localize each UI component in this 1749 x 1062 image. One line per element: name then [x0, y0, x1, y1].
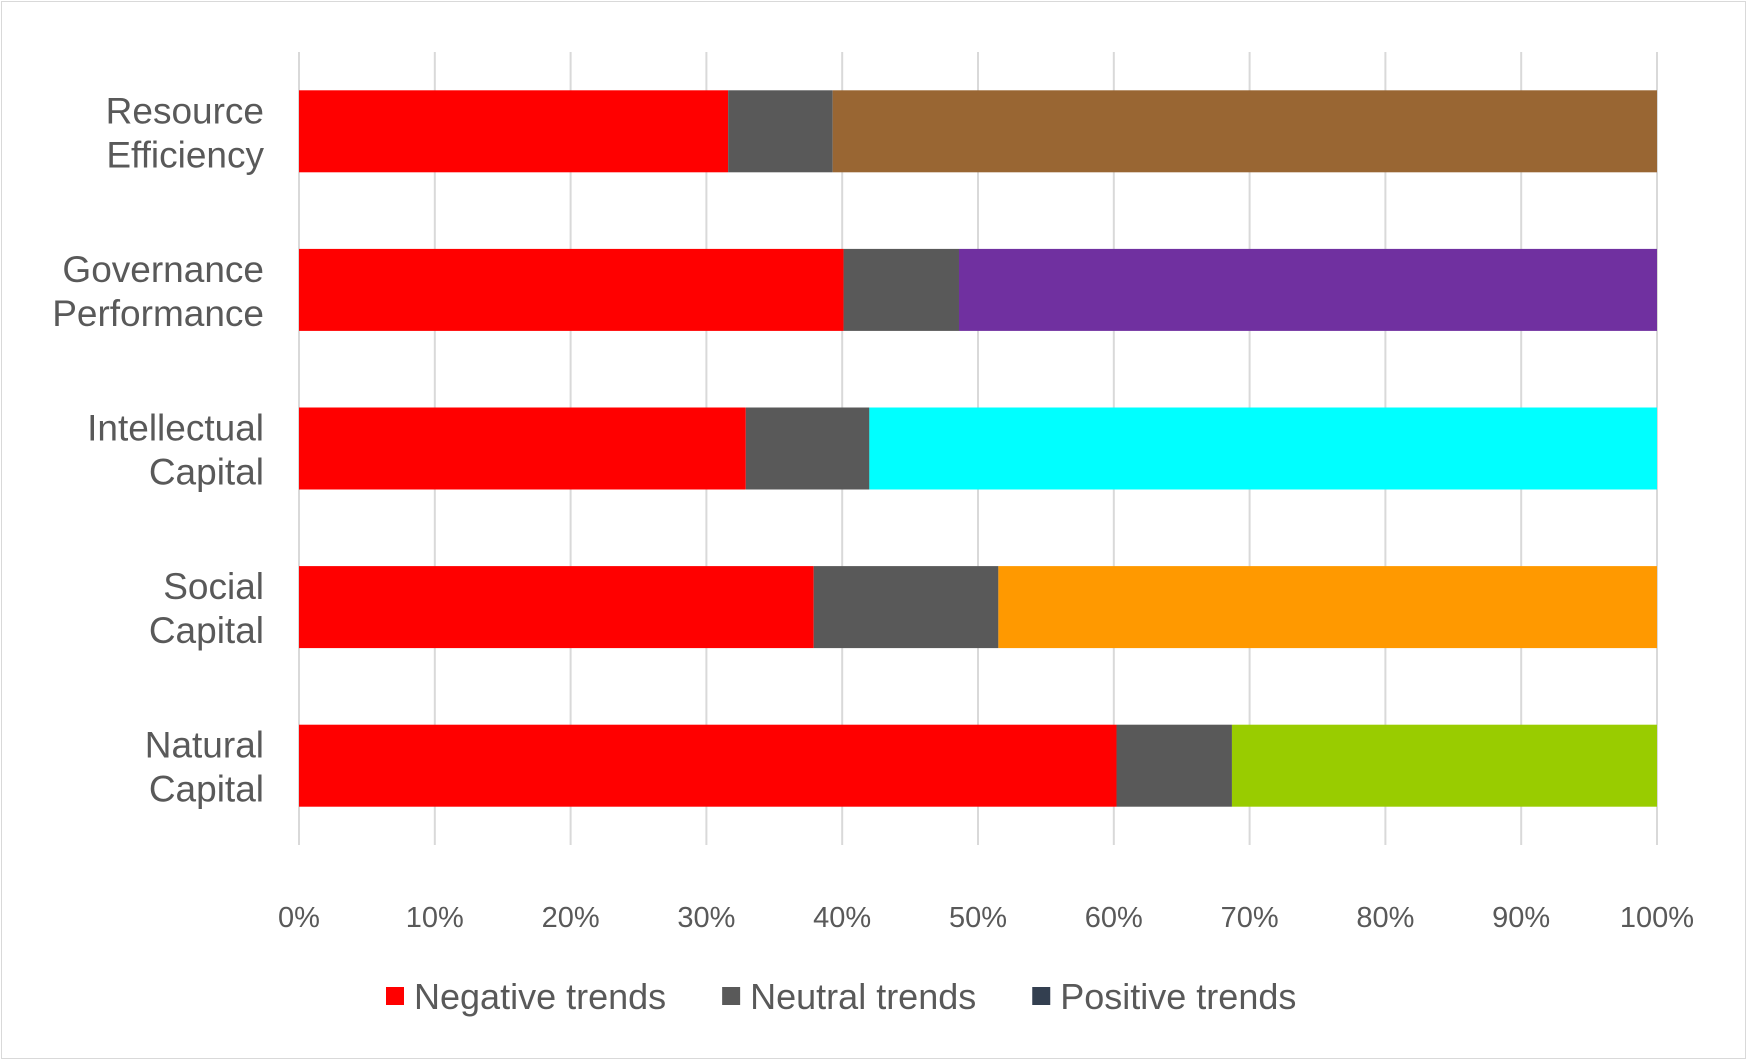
x-tick-label: 80% — [1356, 902, 1414, 934]
bar-segment-negative-trends — [299, 248, 844, 331]
legend-swatch — [1032, 987, 1051, 1005]
category-label: Governance — [62, 249, 264, 290]
category-label: Resource — [106, 90, 264, 131]
bar-segment-positive-trends — [832, 90, 1657, 173]
bar-segment-neutral-trends — [728, 90, 833, 173]
bar-segment-neutral-trends — [813, 566, 999, 649]
x-tick-label: 40% — [813, 902, 871, 934]
x-tick-label: 30% — [677, 902, 735, 934]
category-label: Social — [163, 566, 264, 607]
category-label: Capital — [149, 452, 264, 493]
x-tick-label: 0% — [278, 902, 320, 934]
category-label: Intellectual — [87, 408, 264, 449]
bar-segment-positive-trends — [998, 566, 1657, 649]
bar-segment-neutral-trends — [745, 407, 870, 490]
category-label: Efficiency — [106, 134, 264, 175]
x-tick-label: 20% — [542, 902, 600, 934]
category-label: Natural — [145, 725, 264, 766]
x-tick-label: 10% — [406, 902, 464, 934]
category-label: Capital — [149, 769, 264, 810]
x-tick-label: 60% — [1085, 902, 1143, 934]
category-label: Capital — [149, 610, 264, 651]
legend-swatch — [386, 987, 404, 1005]
x-tick-label: 100% — [1620, 902, 1694, 934]
bar-segment-negative-trends — [299, 566, 814, 649]
bar-segment-negative-trends — [299, 724, 1117, 807]
bar-segment-negative-trends — [299, 407, 746, 490]
bar-segment-negative-trends — [299, 90, 729, 173]
legend-label: Positive trends — [1060, 976, 1296, 1017]
x-tick-label: 50% — [949, 902, 1007, 934]
legend-label: Negative trends — [414, 976, 666, 1017]
legend-swatch — [722, 987, 741, 1005]
legend-label: Neutral trends — [750, 976, 976, 1017]
bar-segment-neutral-trends — [843, 248, 959, 331]
category-label: Performance — [52, 293, 264, 334]
x-tick-label: 90% — [1492, 902, 1550, 934]
bar-segment-positive-trends — [869, 407, 1657, 490]
bar-segment-neutral-trends — [1116, 724, 1232, 807]
bar-segment-positive-trends — [958, 248, 1657, 331]
bar-segment-positive-trends — [1231, 724, 1657, 807]
x-tick-label: 70% — [1221, 902, 1279, 934]
